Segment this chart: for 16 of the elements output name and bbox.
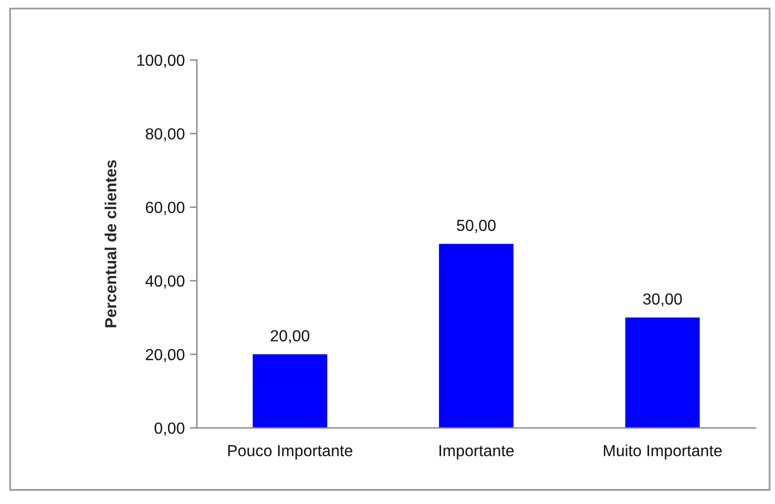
- y-tick-label: 80,00: [146, 128, 184, 142]
- y-tick-label: 0,00: [154, 422, 184, 436]
- y-tick-label: 100,00: [137, 54, 184, 68]
- y-axis-title: Percentual de clientes: [104, 160, 116, 328]
- bar: [252, 354, 328, 428]
- data-label: 50,00: [456, 220, 496, 233]
- y-tick-label: 60,00: [146, 202, 184, 215]
- x-tick-label: Pouco Importante: [228, 445, 352, 460]
- data-label: 20,00: [270, 330, 310, 344]
- y-tick-label: 40,00: [145, 275, 184, 289]
- x-tick-label: Importante: [440, 445, 514, 460]
- y-tick-label: 20,00: [146, 348, 184, 362]
- bar: [438, 244, 514, 428]
- data-label: 30,00: [643, 293, 682, 307]
- bar: [625, 318, 700, 428]
- x-tick-label: Muito Importante: [604, 444, 722, 460]
